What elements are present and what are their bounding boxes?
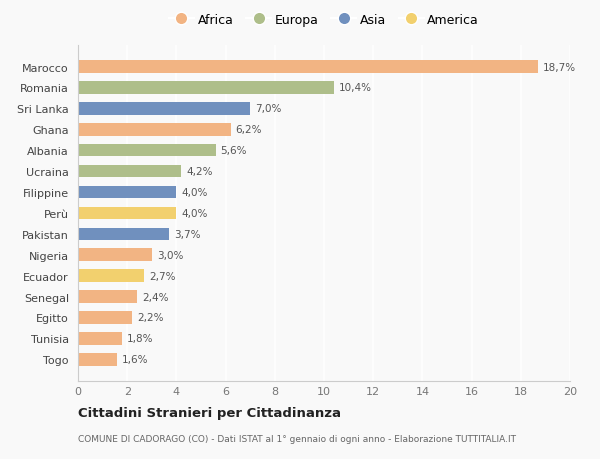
Bar xyxy=(78,186,176,199)
Text: 4,0%: 4,0% xyxy=(181,188,208,197)
Text: 5,6%: 5,6% xyxy=(221,146,247,156)
Text: Cittadini Stranieri per Cittadinanza: Cittadini Stranieri per Cittadinanza xyxy=(78,406,341,419)
Text: 2,2%: 2,2% xyxy=(137,313,164,323)
Bar xyxy=(78,82,334,95)
Text: 2,7%: 2,7% xyxy=(149,271,176,281)
Bar xyxy=(78,61,538,73)
Bar xyxy=(78,145,216,157)
Text: COMUNE DI CADORAGO (CO) - Dati ISTAT al 1° gennaio di ogni anno - Elaborazione T: COMUNE DI CADORAGO (CO) - Dati ISTAT al … xyxy=(78,434,516,443)
Text: 3,7%: 3,7% xyxy=(174,230,200,239)
Text: 3,0%: 3,0% xyxy=(157,250,183,260)
Bar xyxy=(78,103,250,115)
Text: 10,4%: 10,4% xyxy=(339,83,372,93)
Text: 4,0%: 4,0% xyxy=(181,208,208,218)
Text: 7,0%: 7,0% xyxy=(255,104,281,114)
Bar xyxy=(78,291,137,303)
Bar xyxy=(78,124,230,136)
Text: 1,8%: 1,8% xyxy=(127,334,154,344)
Bar xyxy=(78,165,181,178)
Bar xyxy=(78,332,122,345)
Bar xyxy=(78,312,132,324)
Bar xyxy=(78,228,169,241)
Bar xyxy=(78,207,176,220)
Text: 18,7%: 18,7% xyxy=(543,62,576,73)
Legend: Africa, Europa, Asia, America: Africa, Europa, Asia, America xyxy=(164,9,484,32)
Bar xyxy=(78,270,145,282)
Text: 6,2%: 6,2% xyxy=(235,125,262,135)
Bar xyxy=(78,353,118,366)
Bar xyxy=(78,249,152,262)
Text: 4,2%: 4,2% xyxy=(186,167,213,177)
Text: 1,6%: 1,6% xyxy=(122,354,149,364)
Text: 2,4%: 2,4% xyxy=(142,292,169,302)
